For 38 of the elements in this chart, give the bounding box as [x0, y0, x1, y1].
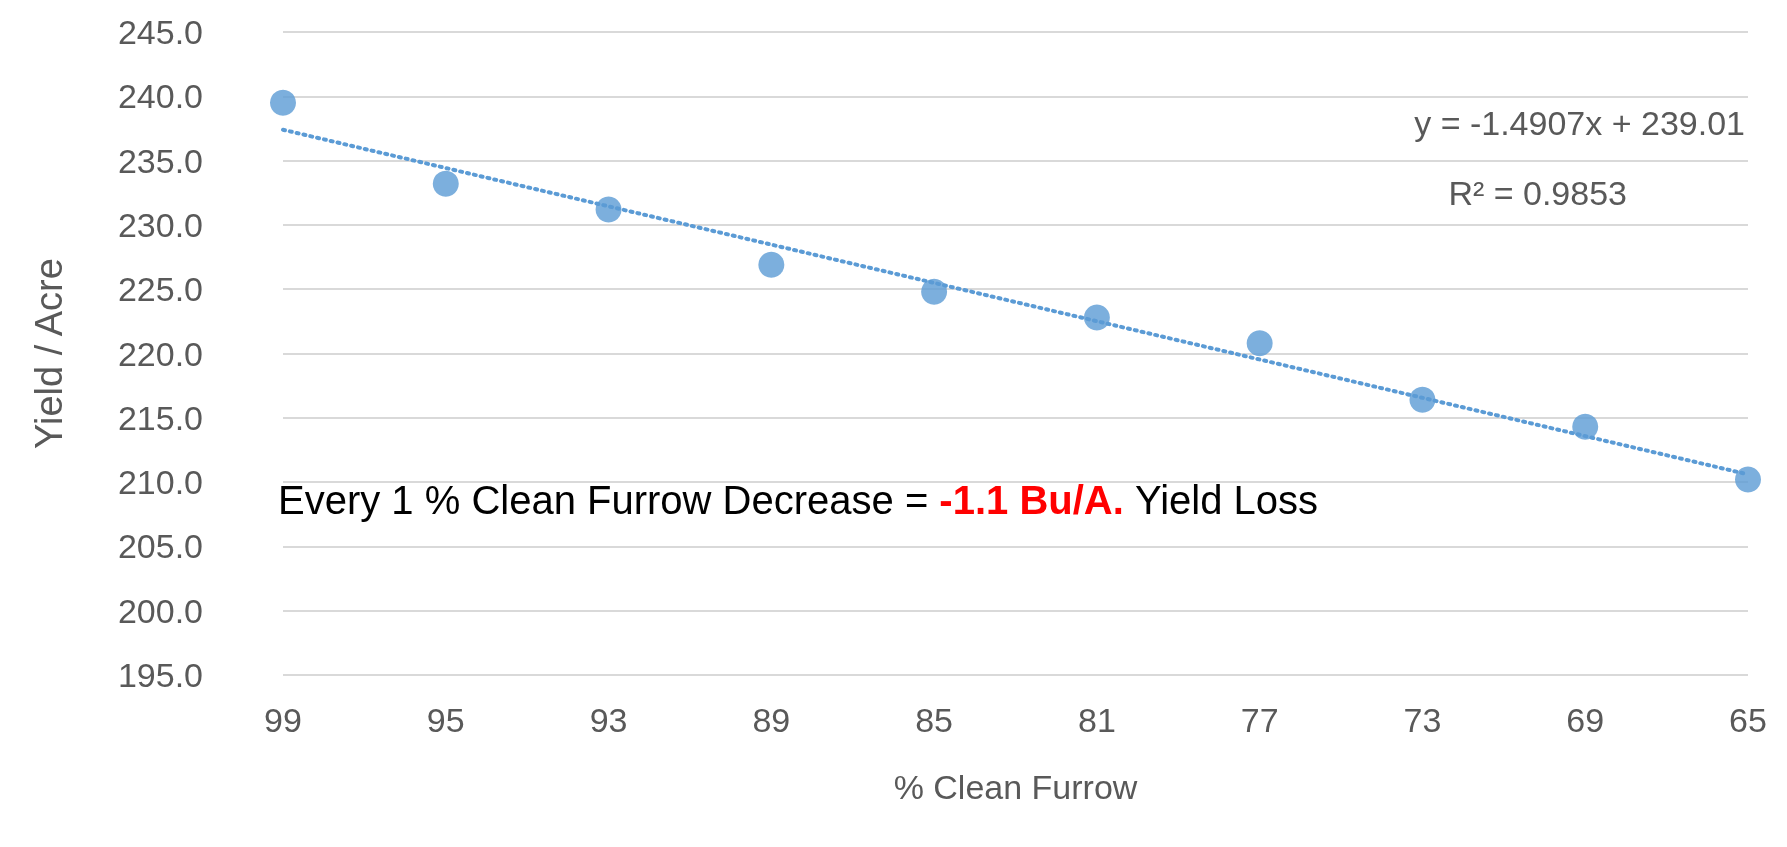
x-tick-label: 81 [1077, 701, 1116, 739]
annotation: y = -1.4907x + 239.01 [1414, 104, 1746, 142]
point [595, 196, 622, 223]
x-tick-label: 73 [1403, 701, 1442, 739]
point [1409, 386, 1436, 413]
x-tick-label: 65 [1729, 701, 1767, 739]
x-tick-label: 77 [1240, 701, 1279, 739]
x-tick-label: 89 [752, 701, 791, 739]
point [1735, 466, 1761, 493]
x-tick-label: 95 [426, 701, 465, 739]
y-axis-title: Yield / Acre [28, 258, 70, 449]
y-tick-label: 205.0 [117, 527, 203, 566]
y-tick-label: 220.0 [117, 334, 203, 373]
x-tick-label: 85 [915, 701, 954, 739]
y-tick-label: 225.0 [117, 270, 203, 309]
y-tick-label: 210.0 [117, 463, 203, 502]
annotation: -1.1 Bu/A. [939, 478, 1124, 522]
point [270, 89, 296, 116]
x-tick-label: 69 [1566, 701, 1605, 739]
point [1572, 413, 1599, 440]
x-tick-label: 93 [589, 701, 628, 739]
annotation: Every 1 % Clean Furrow Decrease = [278, 478, 929, 522]
annotation: R² = 0.9853 [1448, 174, 1628, 212]
y-tick-label: 240.0 [117, 77, 203, 116]
y-tick-label: 215.0 [117, 398, 203, 437]
y-tick-label: 230.0 [117, 205, 203, 244]
x-axis-title: % Clean Furrow [893, 768, 1138, 806]
y-tick-label: 235.0 [117, 141, 203, 180]
x-tick-label: 99 [264, 701, 302, 739]
y-tick-label: 200.0 [117, 591, 203, 630]
y-tick-label: 245.0 [117, 13, 203, 51]
point [1083, 304, 1110, 331]
point [921, 278, 948, 305]
point [1246, 330, 1273, 357]
y-tick-label: 195.0 [117, 656, 203, 694]
point [758, 251, 785, 278]
annotation: Yield Loss [1134, 478, 1319, 522]
point [432, 170, 459, 197]
